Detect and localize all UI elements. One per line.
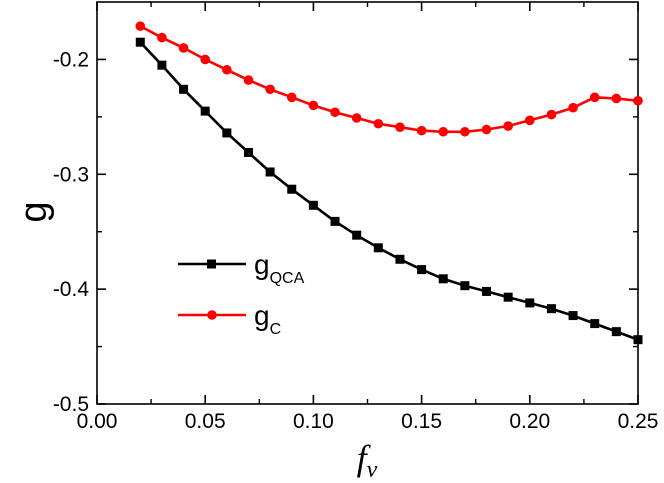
data-point xyxy=(286,92,297,103)
legend-label-qca-sub: QCA xyxy=(270,270,305,287)
data-point xyxy=(179,84,189,94)
data-point xyxy=(135,37,145,47)
data-point xyxy=(590,319,600,329)
x-tick-label: 0.15 xyxy=(401,410,442,433)
data-point xyxy=(352,230,362,240)
data-point xyxy=(525,115,535,126)
data-point xyxy=(308,100,319,111)
data-point xyxy=(222,128,232,138)
data-point xyxy=(351,113,362,123)
plot-area: 0.00 0.05 0.10 0.15 0.20 0.25 -0.2 -0.3 -0.4 -0.5 xyxy=(53,1,659,433)
data-point xyxy=(265,84,275,95)
legend-marker-qca xyxy=(207,259,216,269)
plot-frame xyxy=(96,1,639,405)
x-tick-label: 0.05 xyxy=(185,410,226,433)
data-point xyxy=(373,243,383,253)
y-tick-label: -0.5 xyxy=(53,393,89,416)
data-point xyxy=(438,126,449,137)
legend-item-c: gC xyxy=(178,300,281,338)
data-point xyxy=(460,126,470,137)
data-point xyxy=(200,54,210,65)
legend-label-c: gC xyxy=(254,300,281,338)
data-point xyxy=(222,64,232,75)
legend-label-c-sub: C xyxy=(270,321,282,338)
data-point xyxy=(330,216,340,226)
data-point xyxy=(503,292,513,302)
data-point xyxy=(157,60,167,70)
data-point xyxy=(503,121,513,131)
y-tick-label: -0.2 xyxy=(53,48,89,71)
series-layer xyxy=(135,21,643,345)
data-point xyxy=(395,122,405,132)
legend-item-qca: gQCA xyxy=(178,249,305,287)
data-point xyxy=(568,102,578,113)
data-point xyxy=(481,124,492,135)
data-point xyxy=(546,109,557,120)
data-point xyxy=(482,286,492,296)
data-point xyxy=(265,167,275,177)
legend-marker-c xyxy=(207,310,217,320)
data-point xyxy=(525,298,535,308)
data-point xyxy=(178,43,189,53)
data-point xyxy=(460,281,470,291)
data-point xyxy=(135,21,146,31)
legend: gQCA gC xyxy=(178,249,305,338)
x-axis-title: fv xyxy=(357,438,378,483)
data-point xyxy=(633,335,643,345)
data-point xyxy=(416,125,427,136)
data-point xyxy=(330,107,340,118)
y-tick-label: -0.4 xyxy=(53,278,90,301)
data-point xyxy=(373,118,384,129)
tick-layer: 0.00 0.05 0.10 0.15 0.20 0.25 -0.2 -0.3 -0.4 -0.5 xyxy=(53,2,659,433)
series-line-0 xyxy=(139,41,639,341)
data-point xyxy=(308,200,318,210)
data-point xyxy=(243,75,254,85)
x-tick-label: 0.10 xyxy=(293,410,334,433)
x-axis-title-sub: v xyxy=(367,457,378,483)
data-point xyxy=(568,311,578,321)
data-point xyxy=(417,265,427,275)
y-tick-label: -0.3 xyxy=(53,163,89,186)
data-point xyxy=(157,32,167,43)
data-point xyxy=(200,106,210,116)
data-point xyxy=(633,95,643,106)
data-point xyxy=(611,93,622,104)
x-tick-label: 0.00 xyxy=(77,410,118,433)
legend-label-qca-main: g xyxy=(254,249,270,280)
legend-label-c-main: g xyxy=(254,300,270,331)
legend-label-qca: gQCA xyxy=(254,249,305,287)
y-axis-title: g xyxy=(13,201,55,222)
data-point xyxy=(438,274,448,284)
data-point xyxy=(589,92,600,103)
x-tick-label: 0.25 xyxy=(618,410,659,433)
x-tick-label: 0.20 xyxy=(509,410,550,433)
data-point xyxy=(287,184,297,194)
series-line-1 xyxy=(139,24,639,134)
data-point xyxy=(395,254,405,264)
data-point xyxy=(546,304,556,314)
data-point xyxy=(243,147,253,157)
data-point xyxy=(611,327,621,337)
